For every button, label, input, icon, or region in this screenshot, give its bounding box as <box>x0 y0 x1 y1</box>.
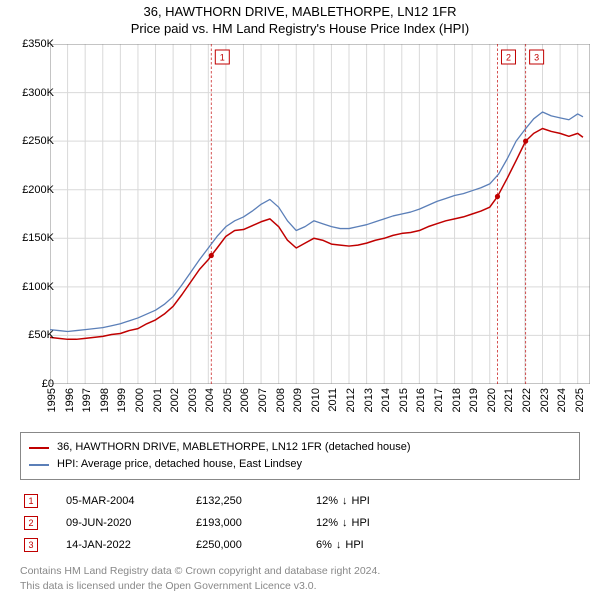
x-tick-label: 2021 <box>503 388 515 412</box>
attribution-footer: Contains HM Land Registry data © Crown c… <box>20 564 580 593</box>
sales-table: 105-MAR-2004£132,25012%↓HPI209-JUN-2020£… <box>20 490 580 556</box>
delta-label: HPI <box>345 539 363 551</box>
sale-delta: 12% ↓ HPI <box>316 517 436 529</box>
svg-text:2: 2 <box>506 53 511 63</box>
sale-marker: 3 <box>24 538 38 552</box>
y-tick-label: £350K <box>6 38 54 50</box>
svg-text:1: 1 <box>220 53 225 63</box>
legend-swatch <box>29 464 49 466</box>
sale-price: £250,000 <box>196 539 316 551</box>
x-tick-label: 2022 <box>521 388 533 412</box>
x-tick-label: 2006 <box>239 388 251 412</box>
x-tick-label: 2023 <box>539 388 551 412</box>
sale-price: £132,250 <box>196 495 316 507</box>
delta-pct: 12% <box>316 517 338 529</box>
x-tick-label: 2010 <box>310 388 322 412</box>
x-tick-label: 2007 <box>257 388 269 412</box>
price-chart: 1 2 3 <box>50 44 590 384</box>
x-tick-label: 1995 <box>46 388 58 412</box>
arrow-down-icon: ↓ <box>336 539 342 551</box>
svg-text:3: 3 <box>534 53 539 63</box>
x-tick-label: 2001 <box>152 388 164 412</box>
x-tick-label: 2020 <box>486 388 498 412</box>
legend-swatch <box>29 447 49 449</box>
x-tick-label: 2014 <box>380 388 392 412</box>
x-tick-label: 1997 <box>81 388 93 412</box>
y-tick-label: £100K <box>6 281 54 293</box>
delta-label: HPI <box>352 495 370 507</box>
y-tick-label: £150K <box>6 232 54 244</box>
x-tick-label: 1998 <box>99 388 111 412</box>
x-tick-label: 2016 <box>415 388 427 412</box>
y-tick-label: £250K <box>6 135 54 147</box>
footer-line-2: This data is licensed under the Open Gov… <box>20 579 580 593</box>
x-tick-label: 2009 <box>292 388 304 412</box>
x-tick-label: 2008 <box>275 388 287 412</box>
x-tick-label: 2003 <box>187 388 199 412</box>
x-tick-label: 2017 <box>433 388 445 412</box>
x-tick-label: 1996 <box>64 388 76 412</box>
title-address: 36, HAWTHORN DRIVE, MABLETHORPE, LN12 1F… <box>0 4 600 19</box>
x-tick-label: 2018 <box>451 388 463 412</box>
sale-marker: 2 <box>24 516 38 530</box>
x-tick-label: 2000 <box>134 388 146 412</box>
chart-titles: 36, HAWTHORN DRIVE, MABLETHORPE, LN12 1F… <box>0 0 600 36</box>
sale-row: 1 05-MAR-2004£132,25012% ↓ HPI <box>20 490 580 512</box>
x-tick-label: 2013 <box>363 388 375 412</box>
x-tick-label: 1999 <box>116 388 128 412</box>
sale-marker: 1 <box>24 494 38 508</box>
legend-item: HPI: Average price, detached house, East… <box>29 456 571 473</box>
x-tick-label: 2011 <box>327 388 339 412</box>
legend-label: 36, HAWTHORN DRIVE, MABLETHORPE, LN12 1F… <box>57 439 411 456</box>
x-tick-label: 2012 <box>345 388 357 412</box>
sale-date: 14-JAN-2022 <box>66 539 196 551</box>
delta-label: HPI <box>352 517 370 529</box>
arrow-down-icon: ↓ <box>342 517 348 529</box>
x-tick-label: 2004 <box>204 388 216 412</box>
x-tick-label: 2005 <box>222 388 234 412</box>
x-tick-label: 2019 <box>468 388 480 412</box>
sale-delta: 6% ↓HPI <box>316 539 436 551</box>
footer-line-1: Contains HM Land Registry data © Crown c… <box>20 564 580 579</box>
x-tick-label: 2015 <box>398 388 410 412</box>
x-tick-label: 2025 <box>574 388 586 412</box>
sale-row: 3 14-JAN-2022£250,0006% ↓HPI <box>20 534 580 556</box>
x-tick-label: 2024 <box>556 388 568 412</box>
bottom-panel: 36, HAWTHORN DRIVE, MABLETHORPE, LN12 1F… <box>20 432 580 593</box>
x-tick-label: 2002 <box>169 388 181 412</box>
y-tick-label: £200K <box>6 184 54 196</box>
legend-item: 36, HAWTHORN DRIVE, MABLETHORPE, LN12 1F… <box>29 439 571 456</box>
title-subtitle: Price paid vs. HM Land Registry's House … <box>0 21 600 36</box>
arrow-down-icon: ↓ <box>342 495 348 507</box>
sale-price: £193,000 <box>196 517 316 529</box>
y-tick-label: £300K <box>6 87 54 99</box>
delta-pct: 12% <box>316 495 338 507</box>
sale-date: 05-MAR-2004 <box>66 495 196 507</box>
delta-pct: 6% <box>316 539 332 551</box>
y-tick-label: £50K <box>6 329 54 341</box>
legend-label: HPI: Average price, detached house, East… <box>57 456 302 473</box>
legend: 36, HAWTHORN DRIVE, MABLETHORPE, LN12 1F… <box>20 432 580 480</box>
sale-date: 09-JUN-2020 <box>66 517 196 529</box>
sale-delta: 12% ↓ HPI <box>316 495 436 507</box>
sale-row: 2 09-JUN-2020£193,00012% ↓ HPI <box>20 512 580 534</box>
